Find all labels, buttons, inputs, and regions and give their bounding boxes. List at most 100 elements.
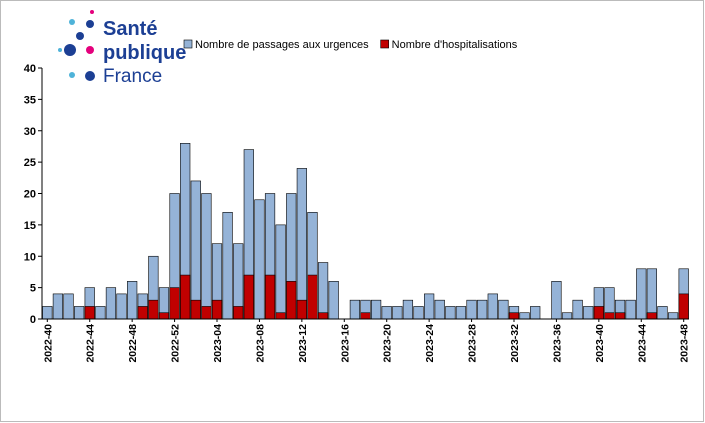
y-tick-label: 15 xyxy=(24,220,36,232)
bar xyxy=(243,274,254,320)
bar xyxy=(222,212,233,320)
x-tick-label: 2023-32 xyxy=(509,324,521,363)
bar xyxy=(477,299,488,320)
x-tick-label: 2023-48 xyxy=(679,324,691,363)
bar xyxy=(296,168,307,320)
bar xyxy=(190,180,201,320)
bar xyxy=(445,306,456,320)
bar xyxy=(434,299,445,320)
bar xyxy=(593,306,604,320)
bar xyxy=(201,306,212,320)
bar xyxy=(646,268,657,320)
bar xyxy=(211,299,223,320)
bar xyxy=(74,306,85,320)
bar xyxy=(116,293,127,320)
bar xyxy=(84,306,95,320)
bar xyxy=(561,312,573,320)
bar xyxy=(190,299,201,320)
x-tick-label: 2023-20 xyxy=(382,324,394,363)
bar xyxy=(201,193,212,320)
logo-text: publique xyxy=(103,42,186,64)
bar xyxy=(148,299,159,320)
x-tick-label: 2022-40 xyxy=(42,324,54,363)
y-tick-label: 40 xyxy=(24,63,36,75)
legend-label: Nombre de passages aux urgences xyxy=(195,39,369,51)
logo-text: Santé xyxy=(103,18,157,40)
logo: Santé publique France xyxy=(58,10,186,87)
y-tick-label: 30 xyxy=(24,126,36,138)
bar xyxy=(275,224,286,320)
x-tick-label: 2023-44 xyxy=(636,324,648,363)
legend-swatch xyxy=(183,39,193,49)
bar xyxy=(360,312,371,320)
y-tick-label: 0 xyxy=(30,314,36,326)
bar xyxy=(105,287,117,320)
legend-label: Nombre d'hospitalisations xyxy=(392,39,518,51)
bar xyxy=(402,299,414,320)
bar xyxy=(636,268,647,320)
bar xyxy=(264,274,276,320)
x-tick-label: 2023-08 xyxy=(254,324,266,363)
y-tick-label: 5 xyxy=(30,283,36,295)
bar xyxy=(63,293,74,320)
logo-dot xyxy=(90,10,94,14)
bar xyxy=(667,312,679,320)
bar xyxy=(307,274,318,320)
x-tick-label: 2023-16 xyxy=(339,324,351,363)
x-tick-label: 2023-40 xyxy=(594,324,606,363)
bar xyxy=(233,306,244,320)
bar xyxy=(381,306,392,320)
logo-dot xyxy=(58,48,62,52)
bar xyxy=(180,274,191,320)
bar xyxy=(646,312,657,320)
x-tick-label: 2023-04 xyxy=(212,324,224,363)
logo-dot xyxy=(86,20,94,28)
logo-dot xyxy=(64,44,76,56)
bar xyxy=(371,299,382,320)
bar xyxy=(519,312,530,320)
bar xyxy=(42,306,53,320)
legend-swatch xyxy=(380,39,389,49)
bar xyxy=(413,306,424,320)
bar xyxy=(530,306,541,320)
bar xyxy=(296,299,307,320)
bar xyxy=(498,299,509,320)
y-tick-label: 25 xyxy=(24,157,36,169)
bar xyxy=(328,281,339,320)
x-tick-label: 2023-24 xyxy=(424,324,436,363)
bar xyxy=(551,281,562,320)
bar xyxy=(487,293,498,320)
bar xyxy=(466,299,477,320)
x-tick-label: 2022-52 xyxy=(170,324,182,363)
x-tick-label: 2023-36 xyxy=(551,324,563,363)
bar xyxy=(158,312,170,320)
bar xyxy=(169,287,180,320)
y-tick-label: 35 xyxy=(24,94,36,106)
y-tick-label: 20 xyxy=(24,189,36,201)
x-tick-label: 2022-44 xyxy=(85,324,97,363)
logo-text: France xyxy=(103,66,162,87)
bar xyxy=(657,306,668,320)
x-tick-label: 2023-12 xyxy=(297,324,309,363)
logo-dot xyxy=(69,19,75,25)
x-tick-label: 2023-28 xyxy=(467,324,479,363)
bar xyxy=(286,281,297,320)
bar xyxy=(625,299,636,320)
bar xyxy=(604,312,615,320)
logo-dot xyxy=(69,72,75,78)
bar xyxy=(583,306,594,320)
bar xyxy=(455,306,467,320)
bar xyxy=(392,306,403,320)
bar xyxy=(52,293,64,320)
bar xyxy=(127,281,138,320)
bar xyxy=(137,306,148,320)
bar xyxy=(678,293,689,320)
bar xyxy=(508,312,520,320)
logo-dot xyxy=(85,71,95,81)
y-tick-label: 10 xyxy=(24,251,36,263)
bar xyxy=(275,312,286,320)
bar xyxy=(349,299,360,320)
bar xyxy=(317,262,329,320)
bar xyxy=(95,306,106,320)
